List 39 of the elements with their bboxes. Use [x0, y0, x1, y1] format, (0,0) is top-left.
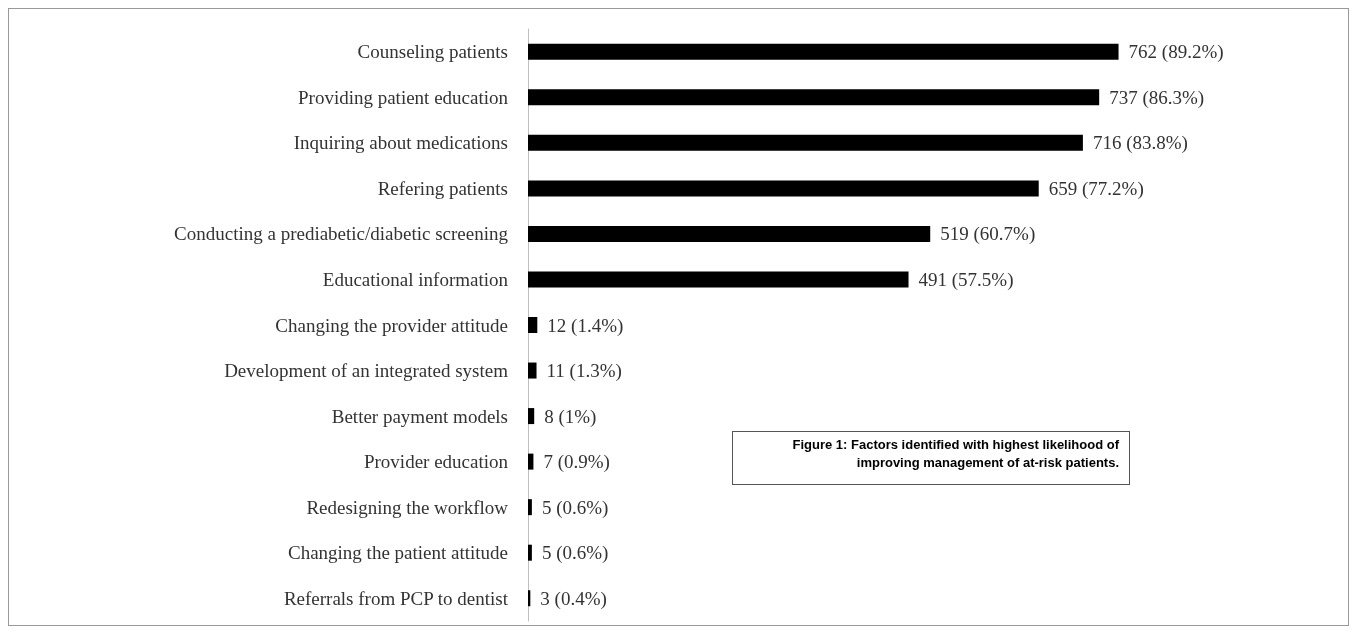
- bar: [528, 362, 537, 379]
- data-label: 716 (83.8%): [1092, 132, 1188, 155]
- data-label: 5 (0.6%): [541, 496, 609, 519]
- data-label: 5 (0.6%): [541, 542, 609, 565]
- data-label: 7 (0.9%): [543, 451, 610, 474]
- data-label: 491 (57.5%): [918, 268, 1014, 291]
- bar: [528, 544, 532, 561]
- y-tick-label: Provider education: [363, 451, 509, 473]
- bar: [528, 180, 1039, 197]
- y-tick-label: Changing the provider attitude: [275, 314, 508, 336]
- y-tick-label: Refering patients: [377, 177, 508, 199]
- y-tick-label: Changing the patient attitude: [287, 542, 508, 564]
- data-label: 519 (60.7%): [940, 223, 1036, 246]
- bar: [528, 225, 931, 242]
- data-label: 3 (0.4%): [540, 587, 607, 610]
- data-label: 8 (1%): [544, 405, 597, 428]
- y-tick-label: Conducting a prediabetic/diabetic screening: [174, 223, 509, 245]
- data-label: 659 (77.2%): [1048, 177, 1144, 200]
- bar: [528, 43, 1119, 60]
- bar: [528, 499, 532, 516]
- data-label: 762 (89.2%): [1128, 41, 1224, 64]
- bar: [528, 453, 534, 470]
- y-tick-label: Better payment models: [331, 405, 508, 427]
- y-tick-label: Redesigning the workflow: [306, 496, 509, 518]
- data-label: 11 (1.3%): [546, 360, 622, 383]
- data-label: 737 (86.3%): [1109, 86, 1205, 109]
- caption-box: Figure 1: Factors identified with highest likelihood of improving management of at-risk patients.: [732, 431, 1130, 485]
- bar: [528, 271, 909, 288]
- bar: [528, 408, 535, 425]
- data-label: 12 (1.4%): [547, 314, 624, 337]
- y-tick-label: Counseling patients: [357, 41, 508, 63]
- bar: [528, 317, 538, 333]
- bar: [528, 89, 1100, 106]
- y-tick-label: Educational information: [322, 268, 509, 290]
- y-tick-label: Referrals from PCP to dentist: [283, 587, 509, 609]
- y-tick-label: Inquiring about medications: [293, 132, 508, 154]
- y-tick-label: Providing patient education: [297, 86, 509, 108]
- y-tick-label: Development of an integrated system: [224, 360, 509, 382]
- bar: [528, 134, 1083, 151]
